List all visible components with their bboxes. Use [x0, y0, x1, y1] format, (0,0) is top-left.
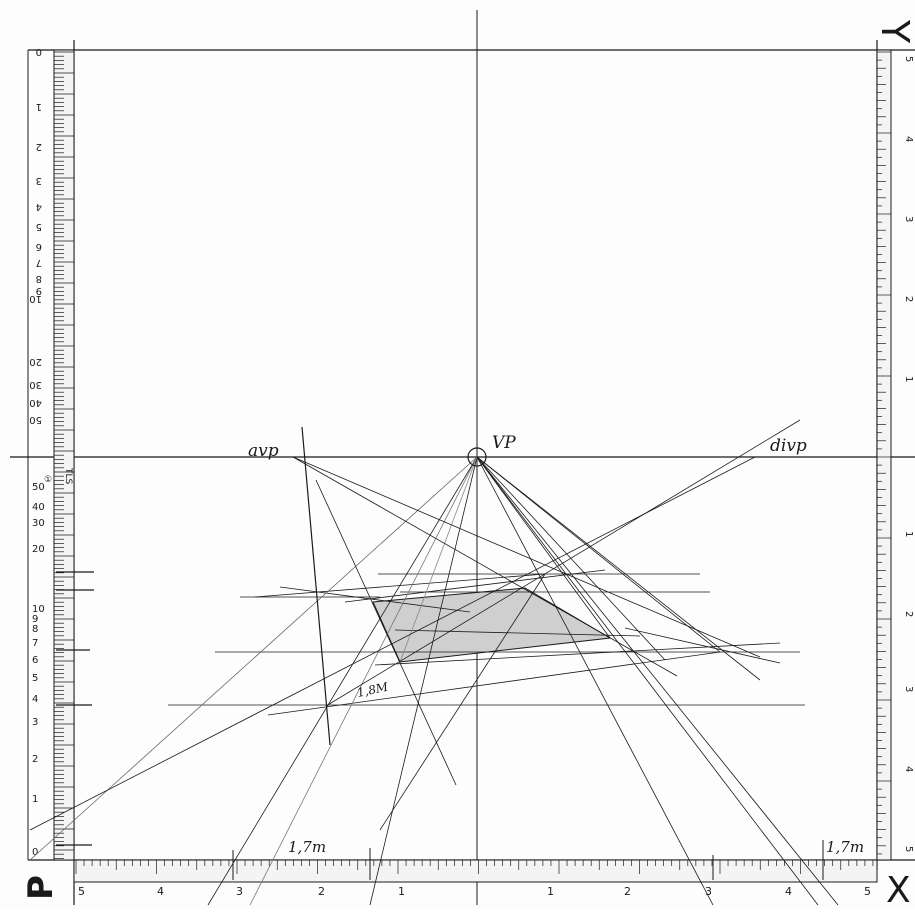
left-ruler-label: 50	[32, 482, 45, 493]
left-ruler-label: 7	[32, 638, 38, 649]
right-ruler-label: 2	[903, 611, 914, 617]
bottom-ruler-label: 2	[318, 885, 325, 898]
left-ruler-label: 3	[32, 717, 38, 728]
vp-ray	[477, 457, 818, 905]
right-ruler-label: 5	[903, 846, 914, 852]
vp-ray	[477, 457, 838, 905]
right-ruler-label: 3	[903, 686, 914, 692]
left-ruler-label: 50	[29, 414, 42, 425]
left-ruler-label: 4	[36, 201, 42, 212]
right-ruler-label: 4	[903, 136, 914, 142]
left-ruler-label: 1	[32, 794, 38, 805]
right-ruler-label: 4	[903, 766, 914, 772]
bottom-ruler-label: 4	[785, 885, 792, 898]
left-ruler-label: 5	[32, 673, 38, 684]
right-ruler: 5 4 3 2 1 1 2 3 4 5	[877, 50, 914, 860]
corner-label-y: Y	[873, 19, 915, 44]
construction-line	[625, 628, 780, 663]
avp-ray	[302, 427, 330, 745]
height-label-right: 1,7m	[826, 838, 864, 856]
vp-ray	[250, 457, 477, 905]
right-ruler-label: 3	[903, 216, 914, 222]
bottom-ruler-label: 3	[236, 885, 243, 898]
height-label-left: 1,7m	[288, 838, 326, 856]
vp-ray	[208, 457, 477, 905]
right-ruler-label: 2	[903, 296, 914, 302]
left-ruler-circle-mark: ①	[44, 475, 52, 485]
corner-label-p: P	[21, 875, 61, 900]
divp-label: divp	[770, 436, 807, 456]
right-ruler-lower-labels: 1 2 3 4 5	[903, 531, 914, 852]
left-ruler-label: 10	[29, 293, 42, 304]
vp-label: VP	[492, 433, 516, 453]
left-ruler-label: 8	[32, 624, 38, 635]
divp-ray	[30, 457, 755, 830]
left-ruler-label: 7	[36, 257, 42, 268]
left-ruler-label: 8	[36, 273, 42, 284]
left-ruler-label: 40	[29, 397, 42, 408]
left-ruler-label: 4	[32, 694, 38, 705]
left-ruler-label: 0	[32, 847, 38, 858]
left-ruler-lower-labels: 50403020109876543210	[32, 482, 45, 858]
vp-convergence-lines	[30, 457, 838, 905]
shaded-floor-plane	[373, 588, 610, 662]
avp-label: avp	[248, 441, 279, 461]
left-ruler-label: 6	[36, 241, 42, 252]
left-ruler-label: 2	[32, 754, 38, 765]
bottom-ruler-label: 2	[624, 885, 631, 898]
left-ruler-label: 6	[32, 655, 38, 666]
left-ruler-label: 0	[36, 46, 42, 57]
left-ruler-label: 30	[29, 379, 42, 390]
left-ruler-label: 20	[29, 356, 42, 367]
bottom-ruler-label: 5	[864, 885, 871, 898]
left-ruler-label: 20	[32, 544, 45, 555]
bottom-ruler: 5 4 3 2 1 1 2 3 4 5	[74, 860, 877, 898]
bottom-ruler-label: 1	[398, 885, 405, 898]
bottom-ruler-label: 1	[547, 885, 554, 898]
left-ruler-tag: TLS	[63, 467, 73, 485]
right-ruler-upper-labels: 5 4 3 2 1	[903, 56, 914, 382]
left-ruler-label: 3	[36, 175, 42, 186]
bottom-ruler-body	[74, 860, 877, 882]
divp-ray	[326, 420, 800, 706]
bottom-ruler-labels: 5 4 3 2 1 1 2 3 4 5	[78, 885, 871, 898]
left-ruler-label: 2	[36, 141, 42, 152]
left-ruler-label: 5	[36, 221, 42, 232]
bottom-ruler-label: 4	[157, 885, 164, 898]
corner-label-x: X	[886, 870, 911, 909]
right-ruler-label: 1	[903, 376, 914, 382]
right-ruler-label: 5	[903, 56, 914, 62]
right-ruler-label: 1	[903, 531, 914, 537]
diagonal-label: 1,8M	[356, 680, 390, 700]
right-ruler-body	[877, 50, 891, 860]
left-ruler-label: 1	[36, 101, 42, 112]
left-ruler-label: 30	[32, 518, 45, 529]
left-ruler-label: 40	[32, 502, 45, 513]
bottom-ruler-label: 5	[78, 885, 85, 898]
